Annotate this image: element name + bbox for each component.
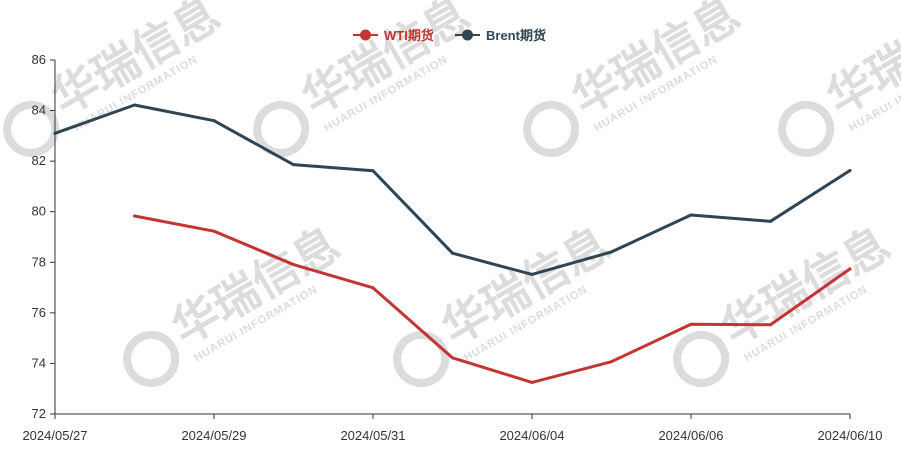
x-tick-label: 2024/06/06 — [658, 428, 723, 443]
y-tick-label: 84 — [32, 103, 46, 118]
watermark-cn-text: 华瑞信息 — [163, 217, 348, 354]
watermark-cn-text: 华瑞信息 — [293, 0, 478, 124]
data-point — [610, 250, 613, 254]
legend-item-brent[interactable]: Brent期货 — [455, 28, 546, 43]
watermark-logo-icon — [123, 330, 180, 387]
data-point — [451, 356, 454, 360]
watermark-logo-icon — [778, 100, 835, 157]
y-tick-label: 78 — [32, 254, 46, 269]
data-point — [212, 229, 216, 233]
legend-label: Brent期货 — [486, 28, 546, 43]
data-point — [769, 323, 772, 327]
legend-item-wti[interactable]: WTI期货 — [353, 28, 434, 43]
data-point — [689, 322, 693, 326]
watermark-logo-icon — [253, 100, 310, 157]
legend-dot-icon — [360, 29, 371, 41]
axes: 72 74 76 78 80 82 84 86 2024/05/27 2024/05/29 2024… — [22, 52, 882, 443]
legend-dot-icon — [462, 29, 473, 41]
watermark-cn-text: 华瑞信息 — [563, 0, 748, 124]
data-point — [689, 213, 693, 217]
data-point — [610, 360, 613, 364]
x-tick-label: 2024/05/31 — [340, 428, 405, 443]
watermark-cn-text: 华瑞信息 — [433, 217, 618, 354]
data-point — [451, 251, 454, 255]
x-tick-label: 2024/05/29 — [181, 428, 246, 443]
x-tick-label: 2024/05/27 — [22, 428, 87, 443]
data-point — [530, 272, 534, 276]
y-tick-label: 82 — [32, 153, 46, 168]
series-layer — [53, 103, 852, 384]
data-point — [53, 131, 57, 135]
watermark-logo-icon — [523, 100, 580, 157]
data-point — [848, 267, 852, 271]
watermark-cn-text: 华瑞信息 — [713, 217, 898, 354]
data-point — [292, 263, 295, 267]
y-tick-label: 74 — [32, 355, 46, 370]
y-tick-label: 86 — [32, 52, 46, 67]
data-point — [371, 286, 375, 290]
legend: WTI期货 Brent期货 — [353, 28, 546, 43]
y-tick-label: 72 — [32, 406, 46, 421]
legend-label: WTI期货 — [384, 28, 434, 43]
data-point — [848, 168, 852, 172]
x-tick-label: 2024/06/04 — [499, 428, 564, 443]
data-point — [530, 380, 534, 384]
watermark-logo-icon — [673, 330, 730, 387]
series-line-wti — [133, 214, 852, 384]
data-point — [133, 214, 136, 218]
data-point — [292, 163, 295, 167]
watermark-logo-icon — [393, 330, 450, 387]
watermark-logo-icon — [3, 100, 60, 157]
data-point — [212, 119, 216, 123]
data-point — [769, 219, 772, 223]
x-tick-label: 2024/06/10 — [817, 428, 882, 443]
data-point — [371, 169, 375, 173]
y-tick-label: 76 — [32, 305, 46, 320]
data-point — [133, 103, 136, 107]
series-line-brent — [53, 103, 852, 276]
y-tick-label: 80 — [32, 204, 46, 219]
